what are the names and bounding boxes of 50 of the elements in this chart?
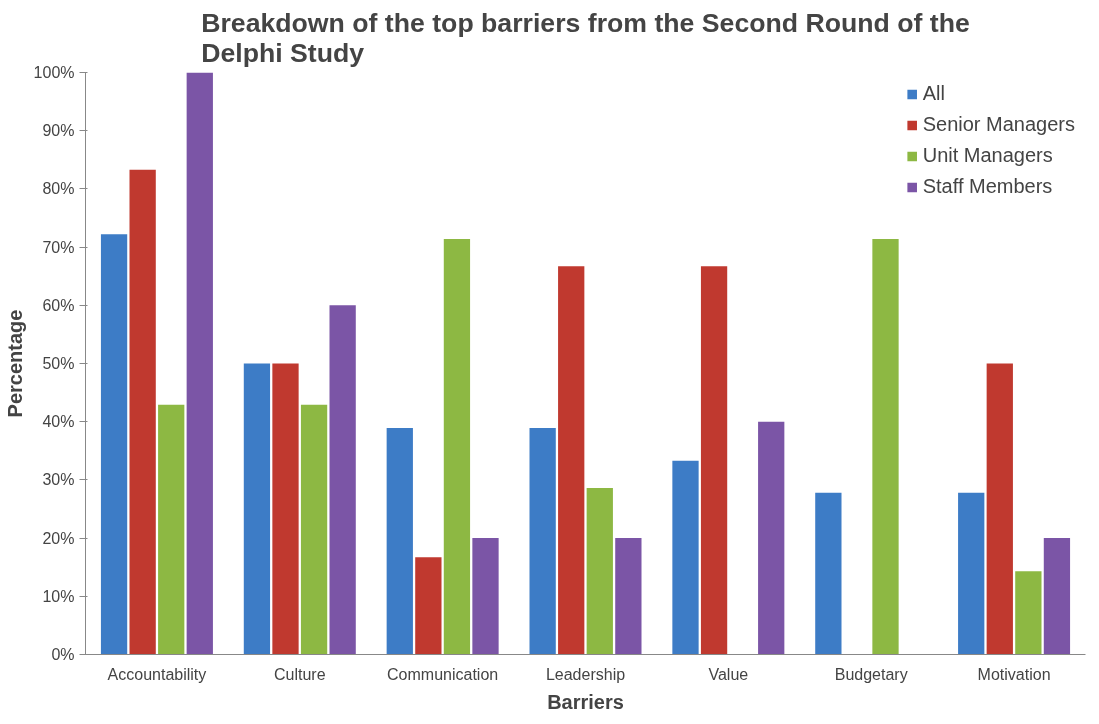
bar bbox=[415, 557, 442, 655]
x-axis-title: Barriers bbox=[547, 690, 624, 713]
y-tick-label: 30% bbox=[42, 471, 75, 489]
y-tick-label: 90% bbox=[42, 122, 75, 140]
bar bbox=[586, 488, 613, 655]
y-tick-label: 10% bbox=[42, 587, 75, 605]
legend-label: Senior Managers bbox=[922, 113, 1075, 136]
x-tick-label: Culture bbox=[274, 665, 326, 683]
bar bbox=[1043, 538, 1071, 655]
bar bbox=[815, 492, 842, 655]
bar bbox=[958, 492, 985, 655]
y-tick-label: 70% bbox=[42, 238, 75, 256]
y-tick-label: 100% bbox=[33, 64, 75, 81]
x-tick-label: Value bbox=[708, 665, 749, 683]
y-tick-label: 60% bbox=[42, 296, 75, 314]
bar bbox=[386, 428, 413, 655]
bar bbox=[243, 363, 271, 655]
y-tick-label: 40% bbox=[42, 413, 75, 431]
legend-label: Staff Members bbox=[922, 175, 1053, 198]
y-tick-label: 80% bbox=[42, 180, 75, 198]
x-tick-label: Accountability bbox=[107, 665, 207, 683]
bar bbox=[472, 538, 499, 655]
bar bbox=[872, 238, 899, 655]
bar bbox=[300, 404, 328, 655]
legend-label: Unit Managers bbox=[922, 144, 1053, 167]
bar bbox=[758, 421, 785, 655]
y-tick-label: 0% bbox=[51, 646, 75, 663]
bar bbox=[272, 363, 299, 655]
bar bbox=[986, 363, 1013, 655]
y-axis-title: Percentage bbox=[3, 309, 26, 418]
bar bbox=[1015, 571, 1042, 655]
bar bbox=[129, 169, 156, 655]
bar bbox=[158, 404, 185, 655]
y-tick-label: 50% bbox=[42, 355, 75, 372]
bar bbox=[529, 428, 556, 655]
bar bbox=[615, 538, 642, 655]
x-tick-label: Leadership bbox=[545, 665, 626, 683]
x-tick-label: Budgetary bbox=[834, 665, 908, 683]
bar bbox=[700, 266, 728, 655]
legend-label: All bbox=[922, 82, 945, 105]
bar bbox=[672, 460, 699, 655]
bar bbox=[558, 266, 585, 655]
bar bbox=[443, 238, 471, 655]
bar bbox=[329, 305, 356, 655]
x-tick-label: Motivation bbox=[977, 665, 1051, 683]
bar bbox=[100, 234, 128, 655]
chart-title: Breakdown of the top barriers from the Second Round of the Delphi Study bbox=[201, 7, 970, 68]
bar bbox=[186, 72, 213, 655]
y-tick-label: 20% bbox=[42, 529, 75, 547]
x-tick-label: Communication bbox=[387, 665, 499, 683]
